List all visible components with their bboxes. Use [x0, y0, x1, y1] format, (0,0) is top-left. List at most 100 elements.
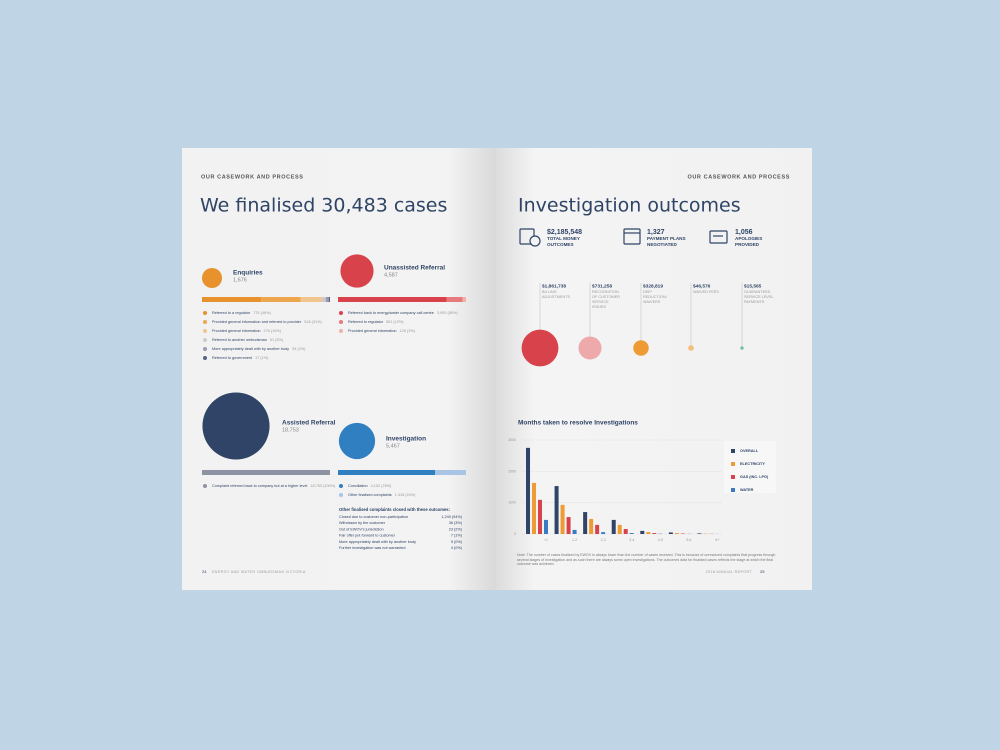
item-label: Referred to a regulator 775 (46%): [212, 311, 271, 315]
bullet: [203, 311, 207, 315]
bar: [674, 533, 679, 534]
item-value: 561 (12%): [386, 320, 404, 324]
y-tick-label: 3000: [508, 438, 516, 442]
bubble-label: RECOGNITION: [592, 290, 619, 294]
item-value: 775 (46%): [253, 311, 271, 315]
bubble-label: OF CUSTOMER: [592, 295, 620, 299]
bubble-value: $15,565: [744, 283, 762, 289]
group-name: Unassisted Referral: [384, 265, 445, 272]
legend-label: OVERALL: [740, 449, 759, 453]
bubble: [740, 346, 744, 350]
outcome-label: Fair offer put forward to customer: [339, 534, 396, 538]
bar: [611, 519, 616, 534]
group-name: Investigation: [386, 436, 426, 443]
bar-segment: [328, 297, 330, 302]
bubble-label: WAIVED FEES: [693, 290, 719, 294]
bubble-label: ADJUSTMENTS: [542, 295, 571, 299]
stat-value: $2,185,548: [547, 229, 582, 236]
item-name: Provided general information: [212, 329, 261, 333]
group-circle: [338, 422, 376, 460]
item-value: 1,315 (24%): [395, 493, 416, 497]
x-tick-label: 6+: [715, 538, 719, 542]
outcome-value: 1,240 (94%): [441, 515, 462, 519]
bubble-label: SERVICE: [592, 300, 609, 304]
bar: [595, 524, 600, 534]
bubble-label: PAYMENTS: [744, 300, 765, 304]
bar-segment: [338, 297, 447, 302]
outcome-label: More appropriately dealt with by another…: [339, 540, 416, 544]
y-tick-label: 1000: [508, 501, 516, 505]
bar: [544, 519, 548, 534]
group-circle: [202, 392, 270, 460]
page-title: We finalised 30,483 cases: [200, 195, 447, 217]
group-circle: [340, 254, 374, 288]
outcome-label: Withdrawn by the customer: [339, 521, 386, 525]
note: Note: The number of cases finalised by E…: [517, 553, 776, 567]
x-tick-label: 5-6: [686, 538, 691, 542]
item-value: 126 (3%): [400, 329, 416, 333]
stat-label: APOLOGIES: [735, 236, 762, 241]
item-label: Provided general information 276 (16%): [212, 329, 282, 333]
group-total: 1,676: [233, 277, 247, 283]
item-value: 4,152 (76%): [371, 484, 392, 488]
item-name: More appropriately dealt with by another…: [212, 347, 289, 351]
legend-swatch: [731, 475, 735, 479]
outcome-value: 23 (2%): [449, 527, 463, 531]
bar: [566, 517, 571, 534]
item-label: Provided general information and referre…: [212, 320, 323, 324]
item-value: 18,753 (100%): [310, 484, 336, 488]
item-label: Complaint referred back to company but a…: [212, 484, 336, 488]
item-name: Other finalised complaints: [348, 493, 392, 497]
bullet: [203, 329, 207, 333]
bar: [629, 533, 634, 534]
bar-segment: [325, 297, 329, 302]
bar-segment: [462, 297, 466, 302]
right-page: [496, 148, 812, 590]
stat-label: TOTAL MONEY: [547, 236, 580, 241]
item-name: Provided general information and referre…: [212, 320, 302, 324]
bar-segment: [321, 297, 326, 302]
bubble-value: $731,258: [592, 283, 612, 289]
bar: [646, 532, 651, 534]
bullet: [339, 493, 343, 497]
item-name: Complaint referred back to company but a…: [212, 484, 308, 488]
item-value: 276 (16%): [264, 329, 282, 333]
bar: [640, 530, 645, 534]
bullet: [203, 484, 207, 488]
bubble-value: $328,819: [643, 283, 663, 289]
stat-value: 1,327: [647, 229, 665, 236]
note-box: Note: The number of cases finalised by E…: [517, 553, 776, 567]
bar: [583, 512, 588, 534]
footer: 2018 ANNUAL REPORT: [706, 570, 753, 574]
bullet: [203, 320, 207, 324]
bar: [668, 532, 673, 534]
footer: ENERGY AND WATER OMBUDSMAN VICTORIA: [212, 570, 306, 574]
bubble-value: $1,861,738: [542, 283, 566, 289]
chart-subtitle: Other finalised complaints closed with t…: [339, 507, 450, 512]
bar-segment: [202, 297, 262, 302]
page-number: 25: [760, 569, 765, 574]
item-name: Conciliation: [348, 484, 368, 488]
group-total: 5,467: [386, 443, 400, 449]
item-value: 3,900 (85%): [437, 311, 458, 315]
item-label: Referred to another ombudsman 51 (3%): [212, 338, 284, 342]
bullet: [339, 320, 343, 324]
bar-segment: [435, 470, 466, 475]
item-name: Referred to a regulator: [212, 311, 251, 315]
bar-segment: [261, 297, 301, 302]
bubble-label: ISSUES: [592, 305, 606, 309]
bar: [589, 518, 594, 534]
item-name: Referred back to energy/water company ca…: [348, 311, 434, 315]
item-name: Referred to another ombudsman: [212, 338, 267, 342]
bar: [560, 504, 565, 534]
page-number: 24: [202, 569, 207, 574]
item-name: Provided general information: [348, 329, 397, 333]
bar: [697, 533, 702, 534]
bullet: [203, 338, 207, 342]
chart-title: Months taken to resolve Investigations: [518, 420, 638, 427]
bubble-label: DEE*: [643, 290, 653, 294]
bar: [617, 524, 622, 534]
bar-segment: [338, 470, 436, 475]
group-name: Enquiries: [233, 270, 263, 277]
item-label: More appropriately dealt with by another…: [212, 347, 306, 351]
